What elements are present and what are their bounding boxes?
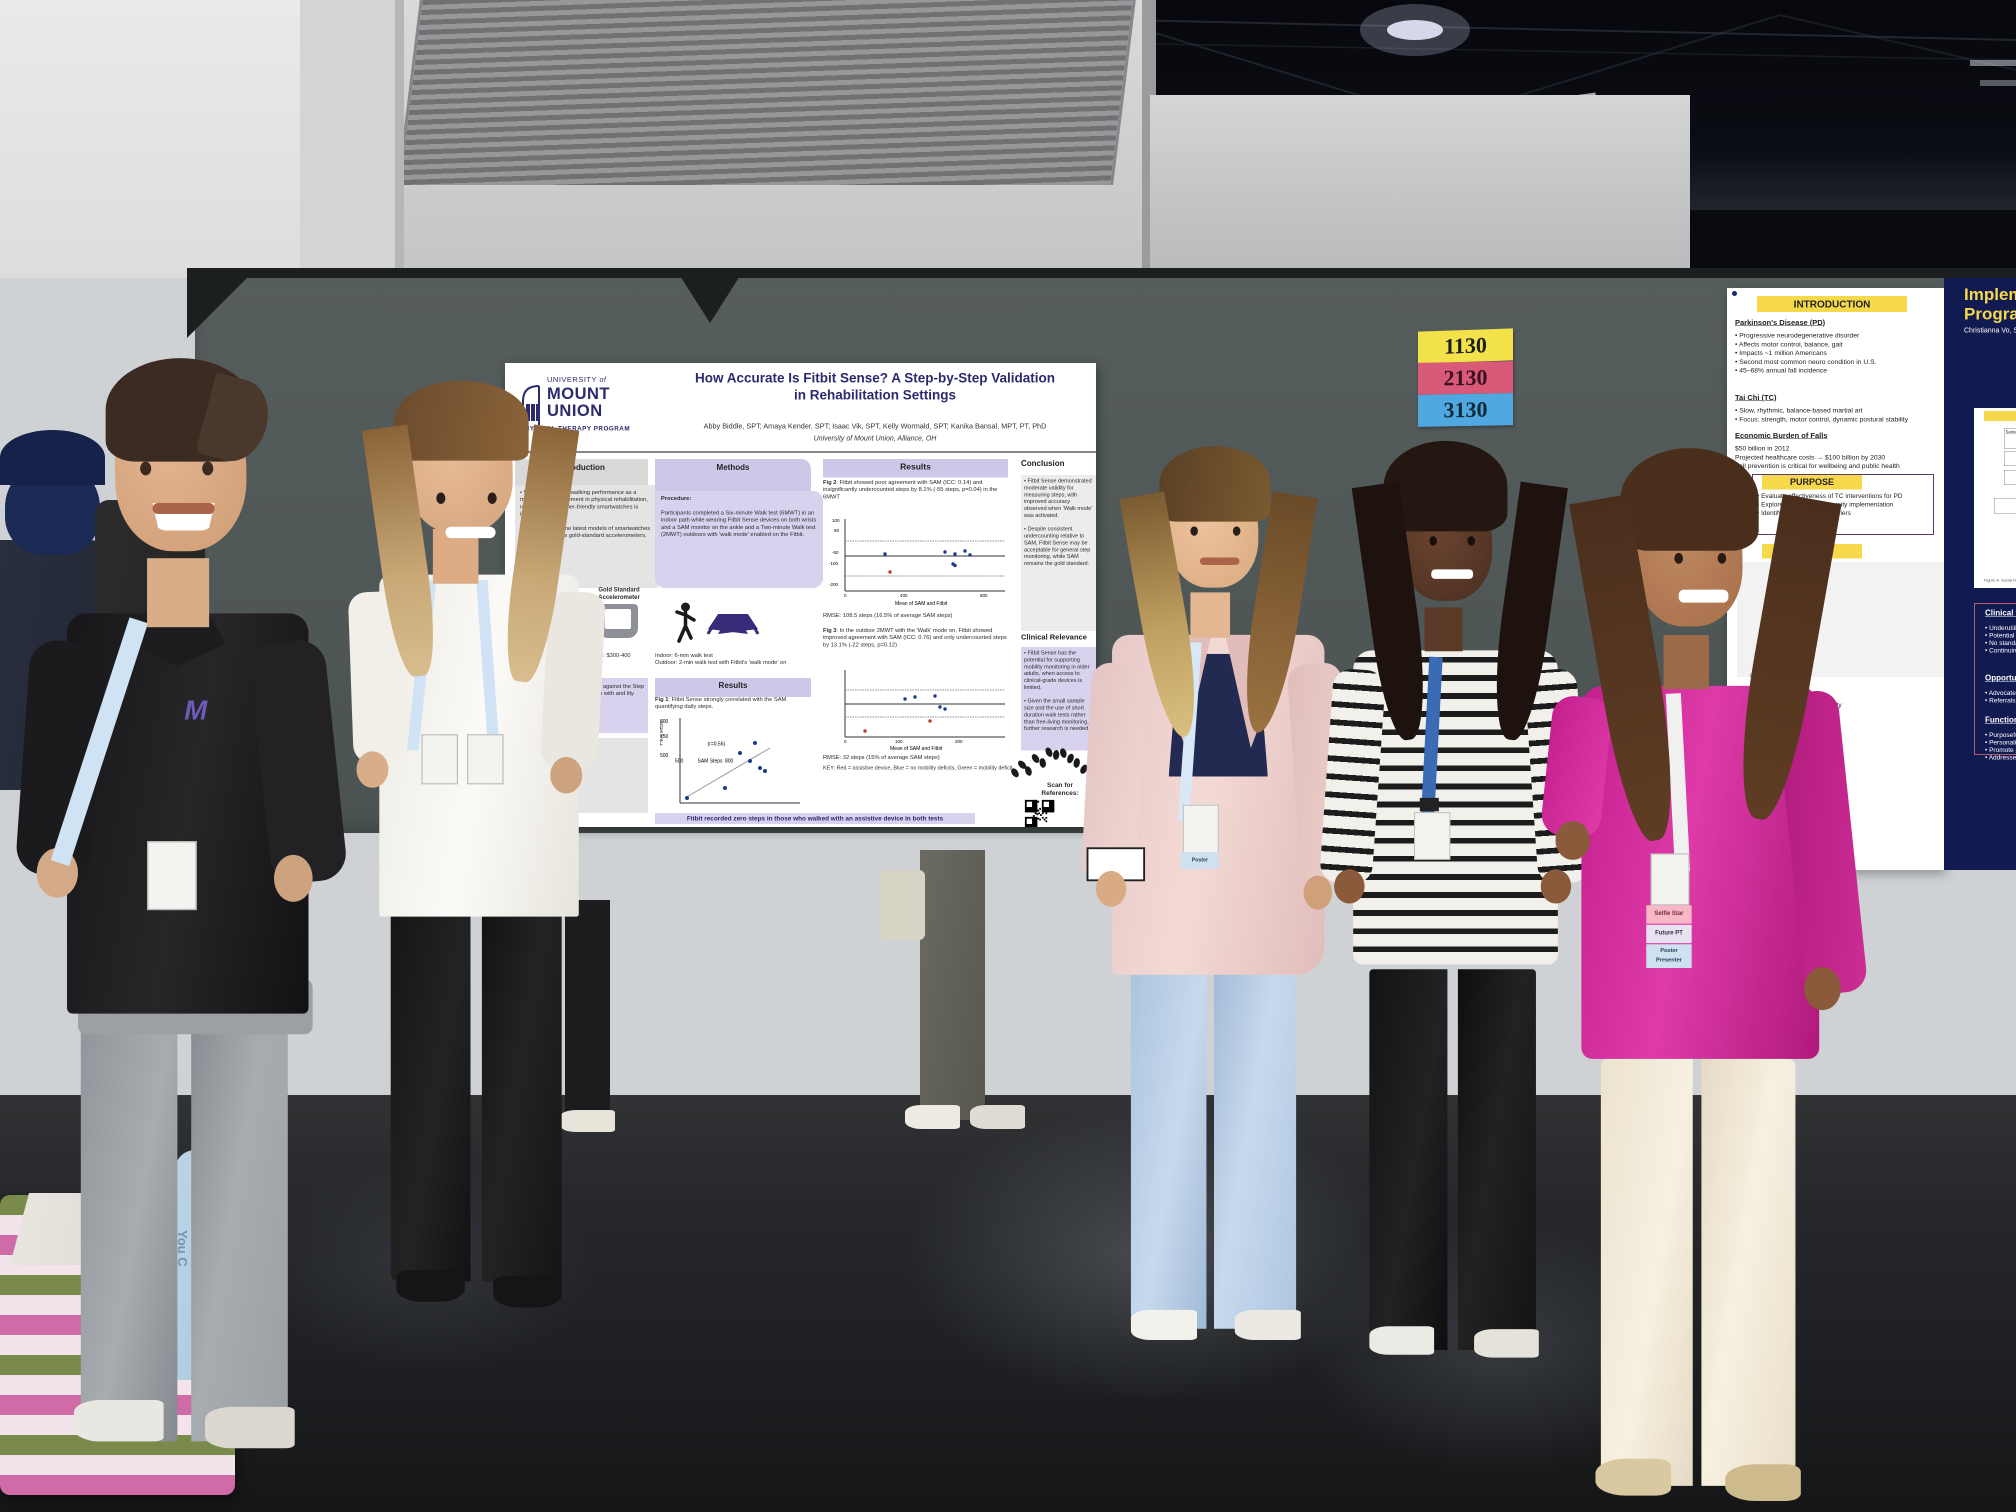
svg-text:500: 500 [660,753,669,759]
svg-text:400: 400 [900,593,908,598]
svg-text:SAM Steps: SAM Steps [698,759,724,765]
svg-text:200: 200 [955,739,963,744]
svg-text:Fitbit steps: Fitbit steps [660,721,665,746]
svg-text:500: 500 [675,759,684,765]
svg-text:0: 0 [844,593,847,598]
svg-text:800: 800 [980,593,988,598]
svg-text:Mean of SAM and Fitbit: Mean of SAM and Fitbit [895,601,948,607]
svg-text:50: 50 [834,528,840,533]
svg-text:(r=0.56): (r=0.56) [708,742,726,748]
svg-text:Mean of SAM and Fitbit: Mean of SAM and Fitbit [890,746,943,752]
svg-text:-200: -200 [829,582,839,587]
svg-text:-100: -100 [829,561,839,566]
svg-text:-50: -50 [832,550,839,555]
svg-text:0: 0 [844,739,847,744]
svg-text:100: 100 [895,739,903,744]
svg-text:100: 100 [832,518,840,523]
svg-text:800: 800 [725,759,734,765]
